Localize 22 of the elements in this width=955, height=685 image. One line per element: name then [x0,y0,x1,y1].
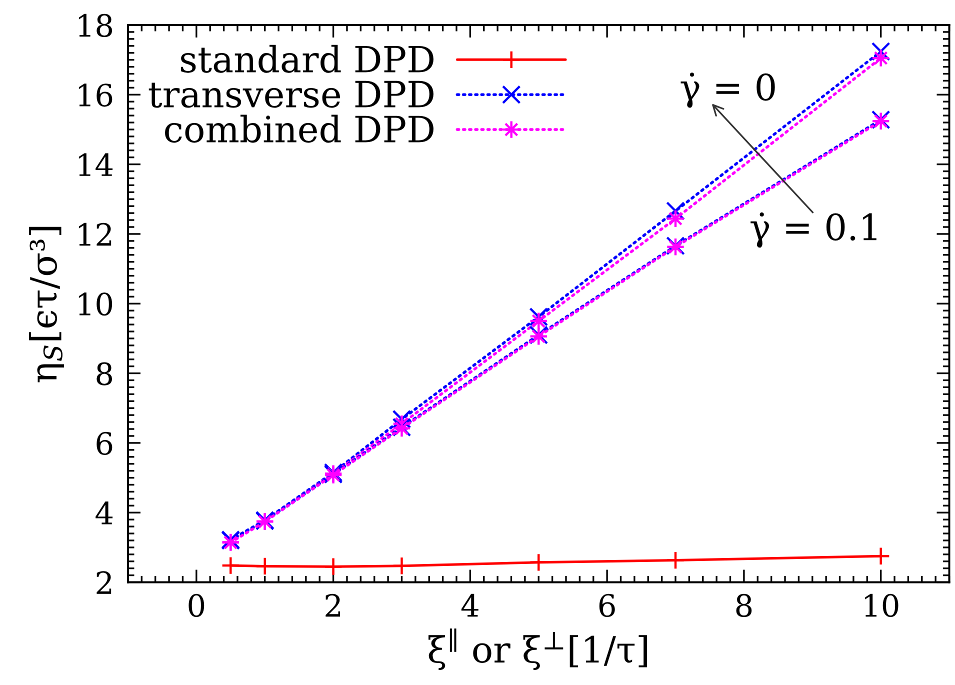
legend-label: combined DPD [165,114,434,143]
x-tick-label: 0 [188,594,204,618]
x-tick-label: 10 [865,594,898,618]
y-tick-label: 18 [78,14,112,38]
y-tick-label: 8 [96,362,112,386]
y-tick-label: 14 [78,153,113,176]
y-tick-label: 2 [96,571,112,594]
y-axis-title: η$_{S}$[ϵτ/σ³] [29,226,64,382]
y-tick-label: 12 [78,222,112,246]
y-tick-label: 16 [78,84,112,107]
x-tick-label: 4 [461,594,478,617]
y-tick-label: 4 [96,502,113,524]
legend-label: standard DPD [181,44,434,73]
x-tick-label: 2 [326,594,340,617]
annotation: γ̇ = 0 [680,72,775,108]
y-tick-label: 10 [78,292,112,316]
y-tick-label: 6 [96,432,112,455]
x-tick-label: 6 [599,594,615,618]
x-axis-title: ξ$^{∥}$ or ξ$^{⊥}$[1/τ] [428,628,647,670]
annotation: γ̇ = 0.1 [750,212,876,248]
x-tick-label: 8 [736,594,752,618]
legend-label: transverse DPD [148,80,434,108]
